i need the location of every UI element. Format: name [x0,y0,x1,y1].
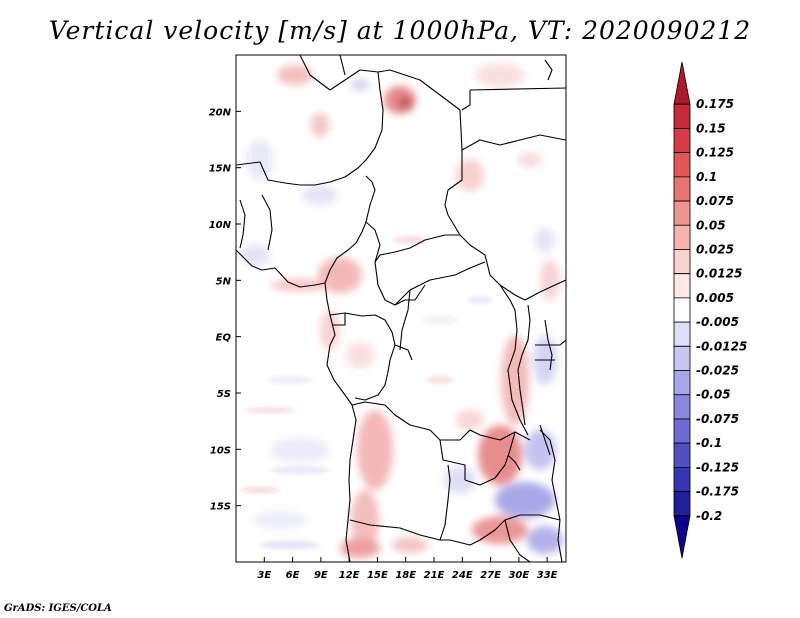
longitude-axis: 3E 6E 9E 12E 15E 18E 21E 24E 27E 30E 33E [257,557,558,581]
colorbar-label: -0.125 [696,460,739,474]
colorbar-label: -0.0125 [696,339,747,353]
colorbar-swatch [673,297,691,323]
lon-tick-label: 6E [286,570,300,581]
colorbar-label: 0.005 [696,291,734,305]
lat-tick-label: 10S [210,445,231,456]
colorbar-swatch [673,345,691,371]
lat-tick-label: 15N [209,164,232,175]
colorbar-swatch [673,61,691,105]
lon-tick-label: 33E [537,570,558,581]
colorbar-swatch [673,152,691,178]
colorbar-label: -0.1 [696,436,722,450]
colorbar-swatch [673,491,691,517]
colorbar-swatch [673,200,691,226]
colorbar-swatch [673,176,691,202]
lon-tick-label: 12E [339,570,360,581]
colorbar-swatch [673,249,691,275]
lat-tick-label: EQ [216,333,232,344]
field-shading [236,55,566,562]
grads-credit: GrADS: IGES/COLA [4,603,112,614]
colorbar-swatch [673,442,691,468]
lat-tick-label: 5N [216,276,232,287]
colorbar-label: -0.005 [696,315,739,329]
colorbar-label: 0.05 [696,218,726,232]
lat-tick-label: 20N [209,107,232,118]
colorbar-swatch [673,418,691,444]
colorbar-label: 0.075 [696,194,734,208]
latitude-axis: 20N 15N 10N 5N EQ 5S 10S 15S [209,107,241,513]
colorbar: 0.175 0.15 0.125 0.1 0.075 0.05 0.025 0.0125 0.0… [673,61,747,559]
colorbar-label: 0.1 [696,170,717,184]
colorbar-label: -0.075 [696,412,739,426]
colorbar-label: 0.175 [696,97,734,111]
colorbar-label: -0.175 [696,485,739,499]
coastlines-borders [236,55,566,562]
lon-tick-label: 15E [367,570,388,581]
lon-tick-label: 27E [480,570,501,581]
colorbar-swatch [673,321,691,347]
lon-tick-label: 3E [257,570,271,581]
colorbar-label: 0.0125 [696,267,742,281]
colorbar-label: -0.2 [696,509,722,523]
lat-tick-label: 15S [210,502,231,513]
colorbar-swatch [673,128,691,154]
colorbar-swatch [673,224,691,250]
colorbar-label: -0.05 [696,388,731,402]
lat-tick-label: 10N [209,220,232,231]
colorbar-swatch [673,394,691,420]
colorbar-swatch [673,466,691,492]
lon-tick-label: 21E [424,570,445,581]
colorbar-swatch [673,515,691,559]
colorbar-swatch [673,103,691,129]
lon-tick-label: 30E [508,570,529,581]
colorbar-swatch [673,370,691,396]
colorbar-swatch [673,273,691,299]
lat-tick-label: 5S [217,389,231,400]
colorbar-label: -0.025 [696,364,739,378]
colorbar-label: 0.025 [696,242,734,256]
lon-tick-label: 24E [452,570,473,581]
colorbar-label: 0.15 [696,121,726,135]
colorbar-label: 0.125 [696,146,734,160]
lon-tick-label: 18E [395,570,416,581]
lon-tick-label: 9E [314,570,328,581]
chart-title: Vertical velocity [m/s] at 1000hPa, VT: … [48,16,752,45]
map-frame [235,54,567,563]
